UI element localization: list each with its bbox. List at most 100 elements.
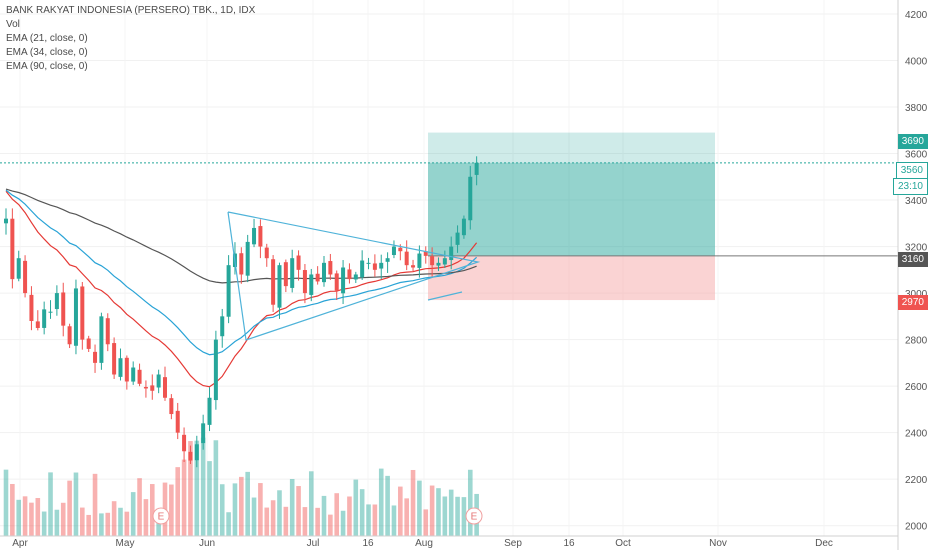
price-tick-label: 3200: [905, 243, 928, 254]
candle-body: [10, 218, 15, 280]
price-tick-label: 2400: [905, 429, 928, 440]
volume-bar: [429, 485, 435, 536]
candle-body: [341, 267, 346, 294]
price-axis[interactable]: 2000 2200 2400 2600 2800 3000 3200 3400 3600 3800…: [897, 0, 928, 550]
candlesticks: [4, 156, 479, 468]
candle-body: [207, 397, 212, 425]
candle-body: [264, 247, 269, 259]
candle-body: [449, 246, 454, 261]
candle-body: [391, 246, 396, 256]
earnings-marker-label: E: [471, 512, 478, 523]
candle-body: [86, 338, 91, 349]
candle-body: [436, 262, 441, 266]
volume-bar: [16, 499, 22, 536]
volume-bar: [207, 461, 212, 536]
volume-bar: [277, 490, 282, 536]
volume-bar: [270, 500, 276, 536]
volume-bar: [455, 496, 460, 536]
volume-bar: [99, 513, 104, 536]
open-profit-zone: [428, 162, 715, 256]
candle-body: [150, 385, 155, 391]
candle-body: [385, 258, 390, 262]
legend-ema90[interactable]: EMA (90, close, 0): [6, 61, 88, 72]
candle-body: [131, 367, 136, 382]
candle-body: [226, 265, 231, 317]
time-tick-label: 16: [563, 538, 575, 549]
volume-bar: [366, 504, 371, 536]
price-tick-label: 4000: [905, 56, 928, 67]
ema-lines: [5, 188, 478, 388]
symbol-title[interactable]: BANK RAKYAT INDONESIA (PERSERO) TBK., 1D…: [6, 5, 256, 16]
candle-body: [360, 260, 365, 278]
countdown-label: 23:10: [892, 178, 928, 195]
ema-21-line: [5, 190, 478, 388]
volume-bar: [334, 493, 340, 536]
candle-body: [42, 309, 47, 328]
volume-bar: [143, 499, 149, 536]
volume-bar: [448, 489, 454, 536]
volume-bar: [105, 512, 111, 536]
candle-body: [417, 253, 422, 268]
volume-bar: [258, 483, 263, 536]
time-tick-label: Apr: [12, 538, 28, 549]
candle-body: [302, 270, 307, 294]
time-tick-label: Oct: [615, 538, 631, 549]
volume-bar: [48, 472, 53, 536]
candle-body: [442, 258, 447, 265]
candle-body: [48, 311, 53, 313]
candle-body: [29, 294, 34, 321]
time-tick-label: May: [116, 538, 135, 549]
earnings-marker: [465, 507, 483, 525]
volume-bar: [315, 507, 320, 536]
entry-price-label: 3160: [897, 252, 928, 267]
volume-bar: [353, 479, 359, 536]
candle-body: [290, 258, 295, 288]
price-tick-label: 2800: [905, 336, 928, 347]
volume-bar: [359, 489, 365, 536]
volume-bar: [181, 459, 187, 536]
volume-bar: [130, 492, 136, 536]
volume-bar: [442, 496, 448, 536]
volume-bar: [219, 484, 225, 536]
volume-bar: [200, 437, 206, 536]
chart-legend: BANK RAKYAT INDONESIA (PERSERO) TBK., 1D…: [6, 4, 255, 74]
volume-bar: [124, 511, 130, 536]
candle-body: [271, 259, 276, 305]
volume-bar: [118, 507, 123, 536]
earnings-marker-label: E: [158, 512, 165, 523]
candle-body: [213, 339, 218, 401]
candle-body: [163, 377, 167, 398]
time-tick-label: Jul: [307, 538, 320, 549]
volume-bar: [3, 469, 9, 536]
volume-bar: [347, 496, 352, 536]
volume-bar: [188, 441, 193, 536]
candle-body: [404, 251, 409, 266]
stop-price-label: 2970: [897, 295, 928, 310]
legend-ema34[interactable]: EMA (34, close, 0): [6, 47, 88, 58]
price-tick-label: 3600: [905, 150, 928, 161]
volume-bar: [10, 483, 15, 536]
candle-body: [353, 274, 358, 280]
candle-body: [73, 288, 78, 346]
candle-body: [16, 258, 21, 279]
legend-ema21[interactable]: EMA (21, close, 0): [6, 33, 88, 44]
volume-bar: [73, 472, 79, 536]
time-tick-label: Dec: [815, 538, 833, 549]
profit-zone: [428, 132, 715, 256]
candle-body: [328, 261, 333, 275]
volume-bar: [467, 469, 473, 536]
candle-body: [118, 358, 123, 377]
volume-bar: [289, 479, 295, 536]
candle-body: [156, 374, 161, 388]
legend-vol[interactable]: Vol: [6, 19, 20, 30]
candle-body: [334, 273, 339, 291]
volume-bar: [41, 511, 47, 536]
volume-bar: [321, 495, 327, 536]
volume-bar: [340, 510, 346, 536]
volume-bar: [29, 502, 34, 536]
volume-bar: [328, 514, 333, 536]
time-axis[interactable]: Apr May Jun Jul 16 Aug Sep 16 Oct Nov Dec: [0, 535, 898, 549]
candle-body: [455, 232, 460, 245]
